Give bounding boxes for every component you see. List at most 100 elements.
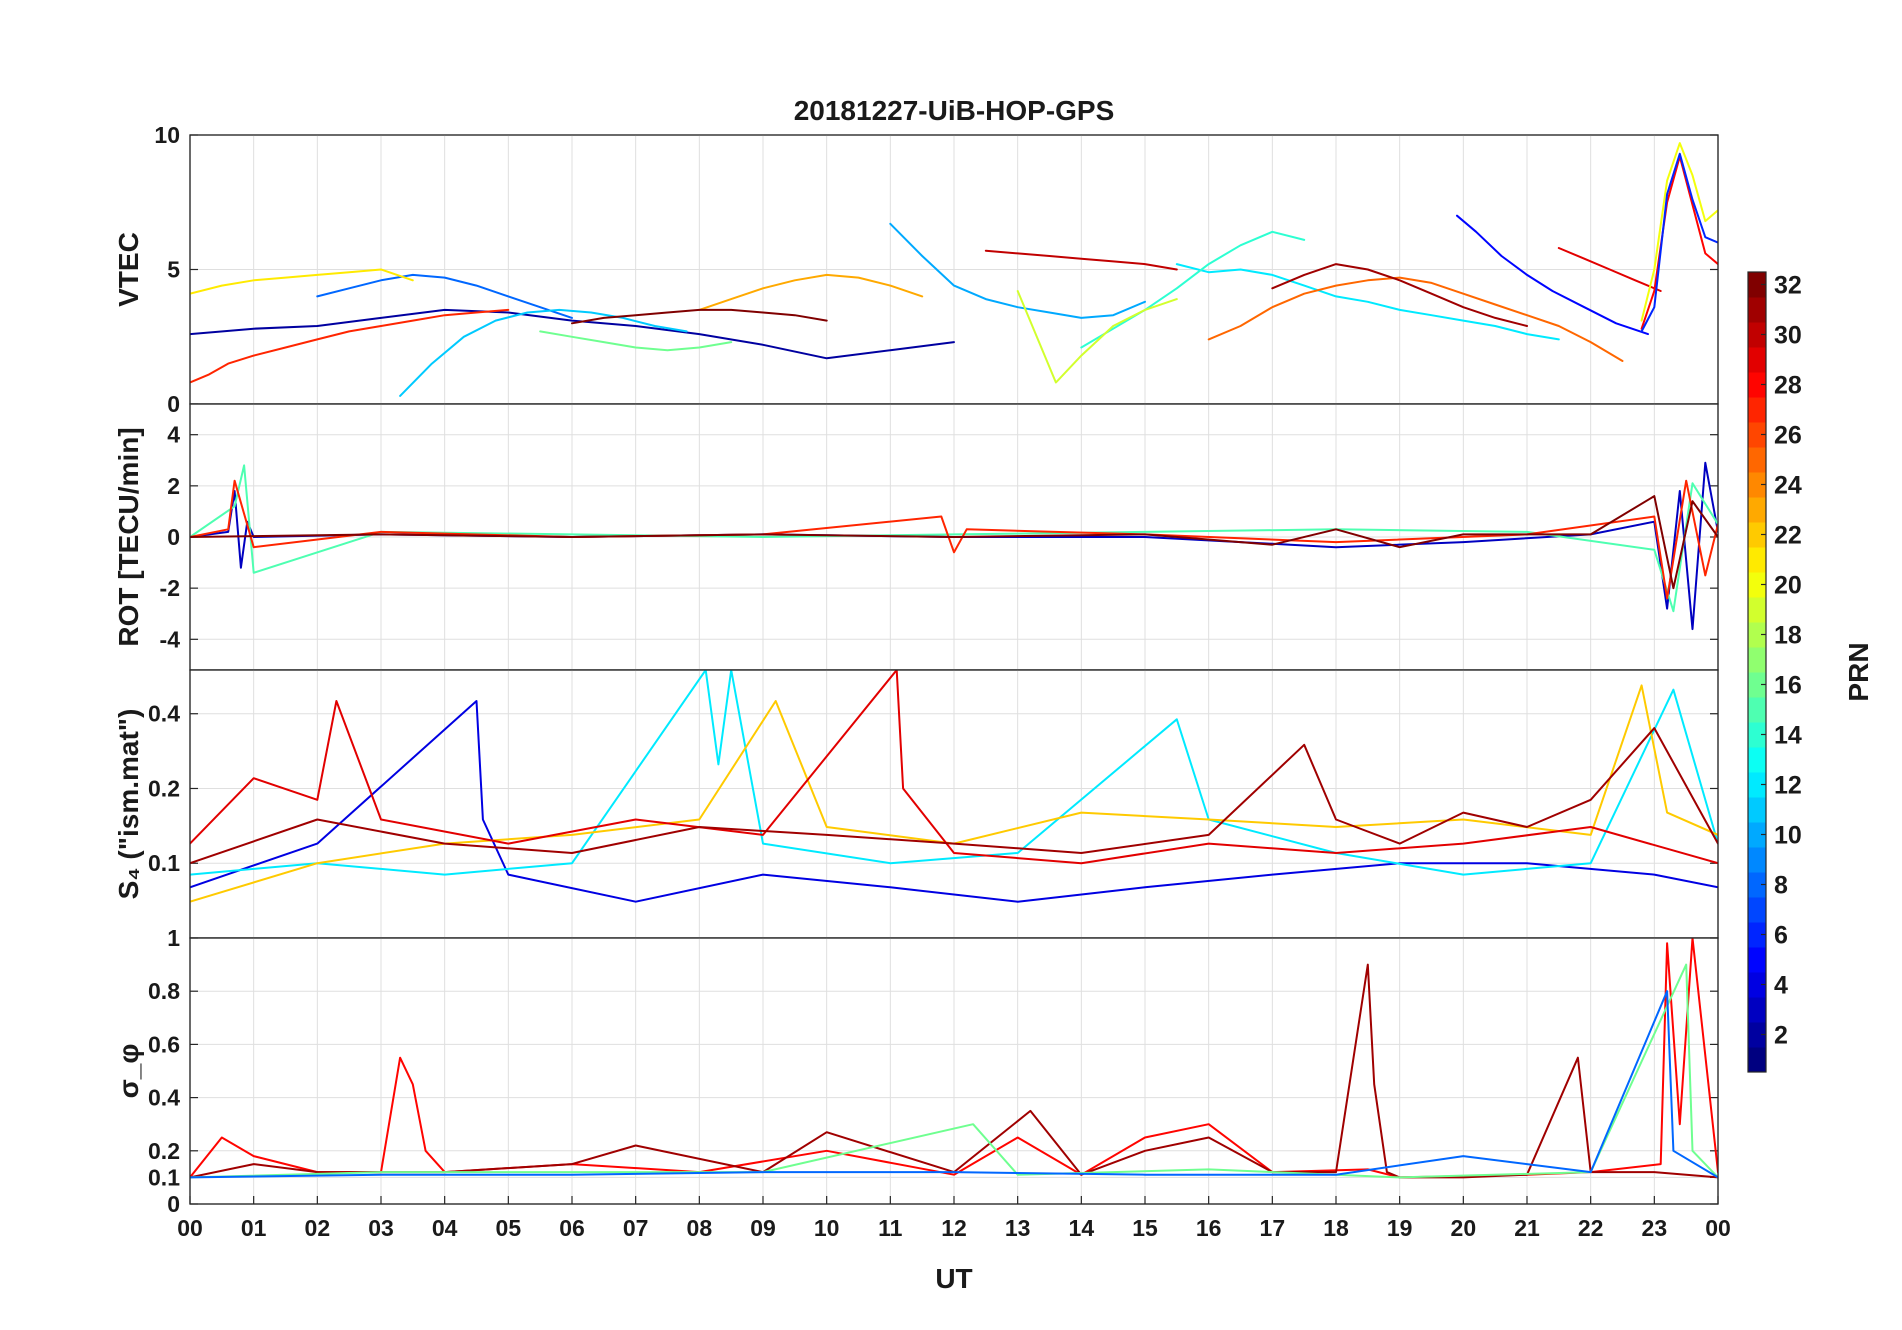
y-tick-label: 0.4 [148, 1085, 180, 1111]
colorbar-tick-label: 16 [1774, 672, 1802, 700]
x-tick-label: 08 [687, 1215, 713, 1241]
y-tick-label: 5 [167, 257, 180, 283]
series-line-prn-3 [190, 461, 1718, 631]
series-line-prn-25 [1207, 276, 1624, 362]
colorbar-segment [1748, 597, 1766, 623]
series-line-prn-31 [190, 727, 1718, 865]
colorbar-segment [1748, 347, 1766, 373]
colorbar-segment [1748, 472, 1766, 498]
x-tick-label: 00 [177, 1215, 203, 1241]
x-tick-label: 22 [1578, 1215, 1604, 1241]
colorbar-tick-label: 6 [1774, 922, 1788, 950]
y-tick-label: 4 [167, 422, 180, 448]
y-axis-label-vtec: VTEC [113, 232, 144, 307]
series-line-prn-29 [1557, 247, 1662, 292]
x-tick-label: 19 [1387, 1215, 1413, 1241]
x-tick-label: 17 [1260, 1215, 1286, 1241]
series-line-prn-2 [190, 308, 955, 360]
colorbar-segment [1748, 1047, 1766, 1073]
colorbar-segment [1748, 897, 1766, 923]
colorbar-tick-label: 22 [1774, 522, 1802, 550]
panel-sigma_phi: 00.10.2 0.4 0.6 0.8 1 σ_φ [113, 925, 1719, 1217]
series-line-prn-11 [399, 308, 688, 397]
colorbar-segment [1748, 547, 1766, 573]
colorbar-segment [1748, 422, 1766, 448]
colorbar-segment [1748, 997, 1766, 1023]
colorbar-tick-label: 20 [1774, 572, 1802, 600]
x-tick-label: 09 [750, 1215, 776, 1241]
colorbar-segment [1748, 747, 1766, 773]
x-tick-label: 07 [623, 1215, 649, 1241]
y-tick-label: 0 [167, 391, 180, 417]
colorbar-segment [1748, 297, 1766, 323]
x-tick-label: 01 [241, 1215, 267, 1241]
y-tick-label: 10 [154, 122, 180, 148]
y-tick-label: 0.2 [148, 1138, 180, 1164]
colorbar-tick-label: 24 [1774, 472, 1802, 500]
y-tick-label: -2 [160, 575, 180, 601]
colorbar-segment [1748, 647, 1766, 673]
chart-title: 20181227-UiB-HOP-GPS [794, 95, 1115, 126]
x-tick-label: 00 [1705, 1215, 1731, 1241]
colorbar-segment [1748, 272, 1766, 298]
colorbar-segment [1748, 772, 1766, 798]
y-tick-label: 0 [167, 524, 180, 550]
series-line-prn-32 [571, 308, 828, 325]
colorbar-segment [1748, 497, 1766, 523]
colorbar-segment [1748, 947, 1766, 973]
x-tick-label: 06 [559, 1215, 585, 1241]
panel-vtec-series [190, 142, 1718, 397]
colorbar-segment [1748, 1022, 1766, 1048]
colorbar-segment [1748, 322, 1766, 348]
y-tick-label: 0.4 [148, 701, 180, 727]
colorbar-segment [1748, 822, 1766, 848]
y-tick-label: 0 [167, 1191, 180, 1217]
colorbar-segment [1748, 922, 1766, 948]
x-tick-label: 20 [1451, 1215, 1477, 1241]
x-axis-label: UT [935, 1263, 972, 1294]
series-line-prn-5 [1456, 214, 1649, 336]
colorbar-segment [1748, 397, 1766, 423]
colorbar-segment [1748, 372, 1766, 398]
panel-rot-series [190, 461, 1718, 631]
series-line-prn-6 [1640, 152, 1718, 333]
x-tick-label: 16 [1196, 1215, 1222, 1241]
panel-s4-series [190, 670, 1718, 903]
series-line-prn-20 [1640, 142, 1718, 322]
panel-rot: -4 -2 0 2 4 ROT [TECU/min] [113, 403, 1719, 671]
series-line-prn-15 [190, 464, 1718, 613]
series-line-prn-16 [190, 963, 1718, 1179]
series-line-prn-27 [190, 308, 510, 384]
series-line-prn-31 [1271, 263, 1528, 327]
x-tick-label: 03 [368, 1215, 394, 1241]
x-axis: 00 01 02 03 04 05 06 07 08 09 10 11 12 13 14 15 16 17 18 19… [177, 1196, 1731, 1241]
panel-s4: 0.1 0.2 0.4S₄ ("ism.mat") [113, 669, 1719, 939]
colorbar-tick-label: 4 [1774, 972, 1788, 1000]
series-line-prn-8 [316, 273, 573, 319]
series-line-prn-30 [984, 249, 1178, 271]
colorbar-tick-label: 32 [1774, 272, 1802, 300]
y-tick-label: 2 [167, 473, 180, 499]
y-tick-label: 0.1 [148, 850, 180, 876]
colorbar-frame [1747, 271, 1767, 1073]
series-line-prn-14 [1080, 230, 1306, 349]
colorbar-tick-label: 26 [1774, 422, 1802, 450]
colorbar-segment [1748, 522, 1766, 548]
colorbar-segment [1748, 447, 1766, 473]
series-line-prn-4 [190, 700, 1718, 903]
colorbar-segment [1748, 847, 1766, 873]
series-line-prn-12 [190, 670, 1718, 876]
x-tick-label: 13 [1005, 1215, 1031, 1241]
series-line-prn-28 [190, 938, 1718, 1179]
colorbar-segment [1748, 972, 1766, 998]
series-line-prn-29 [190, 670, 1718, 865]
series-line-prn-22 [190, 684, 1718, 903]
series-line-prn-12 [1175, 263, 1560, 341]
x-tick-label: 05 [496, 1215, 522, 1241]
y-axis-label-rot: ROT [TECU/min] [113, 427, 144, 646]
x-tick-label: 21 [1514, 1215, 1540, 1241]
colorbar-segment [1748, 672, 1766, 698]
